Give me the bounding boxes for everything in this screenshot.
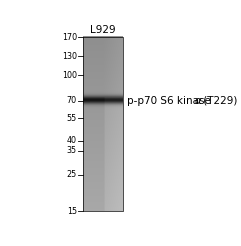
Text: 15: 15 — [67, 207, 77, 216]
Text: 40: 40 — [67, 137, 77, 145]
Text: 55: 55 — [67, 114, 77, 123]
Text: 35: 35 — [67, 146, 77, 155]
Text: 70: 70 — [67, 96, 77, 105]
Text: (T229): (T229) — [200, 96, 237, 106]
Text: 130: 130 — [62, 52, 77, 61]
Text: 170: 170 — [62, 33, 77, 42]
Text: α: α — [195, 96, 202, 106]
Text: 100: 100 — [62, 71, 77, 80]
Bar — [83, 37, 123, 211]
Text: p-p70 S6 kinase: p-p70 S6 kinase — [127, 96, 214, 106]
Text: L929: L929 — [90, 25, 116, 35]
Text: 25: 25 — [67, 170, 77, 179]
